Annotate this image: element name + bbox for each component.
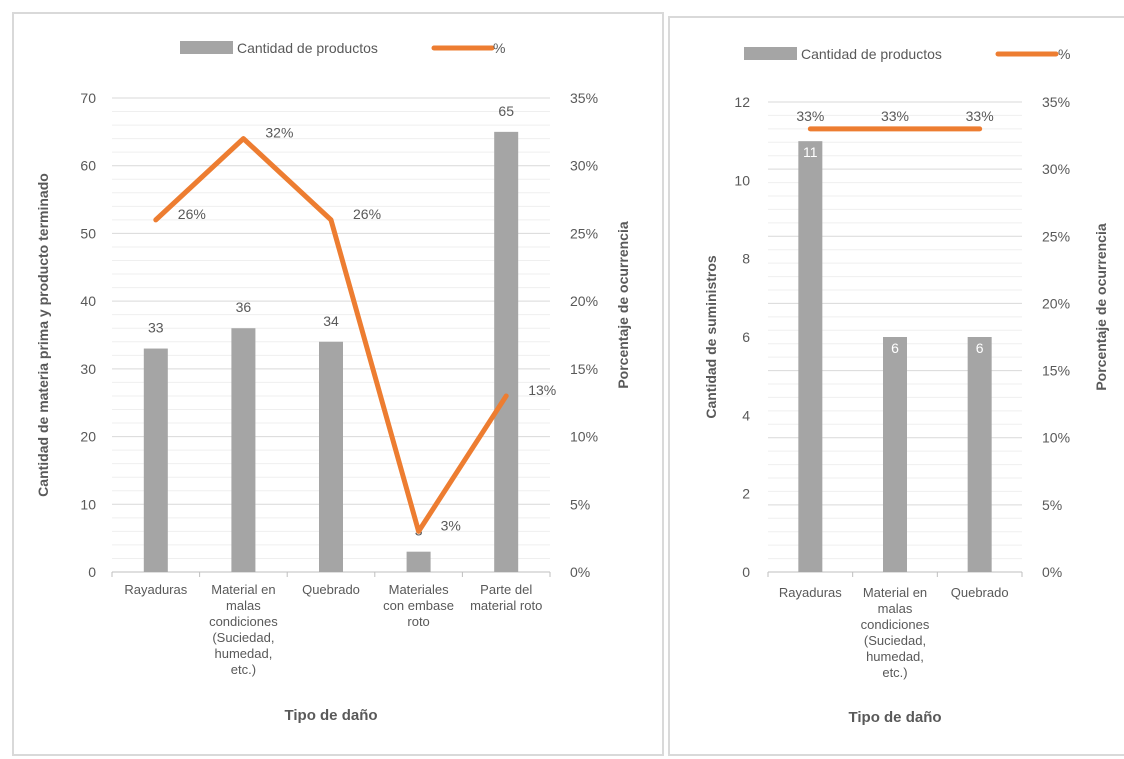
legend-bar-label: Cantidad de productos xyxy=(237,40,378,56)
y2-tick-label: 15% xyxy=(1042,363,1070,379)
y2-tick-label: 0% xyxy=(570,564,590,580)
x-tick-label: Quebrado xyxy=(951,585,1009,600)
x-tick-label: Material en malas condiciones (Suciedad, hum… xyxy=(209,582,278,677)
bar-data-label: 65 xyxy=(498,103,514,119)
line-data-label: 3% xyxy=(441,517,461,533)
legend-bar-swatch xyxy=(180,41,233,54)
x-tick-label: Material en malas condiciones (Suciedad, hum… xyxy=(861,585,930,680)
y-axis-title: Cantidad de materia prima y producto ter… xyxy=(35,173,51,497)
y-tick-label: 20 xyxy=(80,429,96,445)
y2-tick-label: 5% xyxy=(1042,497,1062,513)
chart-damage-supplies: 0 2 4 6 8 10 12 0% 5% 10% 15% 20% 25% 30% 35% 11 6 6 33% 33… xyxy=(703,46,1109,726)
y2-tick-label: 10% xyxy=(570,429,598,445)
y-tick-label: 12 xyxy=(734,94,750,110)
legend-line-label: % xyxy=(1058,46,1070,62)
line-data-label: 13% xyxy=(528,382,556,398)
y2-tick-label: 15% xyxy=(570,361,598,377)
line-data-label: 33% xyxy=(966,108,994,124)
bar-data-label: 33 xyxy=(148,320,164,336)
bar xyxy=(494,131,519,572)
x-axis-title: Tipo de daño xyxy=(848,709,941,726)
x-tick-label: Materiales con embase roto xyxy=(383,582,454,629)
x-tick-label: Rayaduras xyxy=(779,585,842,600)
bar xyxy=(319,341,343,572)
line-data-label: 26% xyxy=(353,206,381,222)
bar-data-label: 6 xyxy=(976,340,984,356)
bar-data-label: 36 xyxy=(236,299,252,315)
y2-tick-label: 35% xyxy=(570,90,598,106)
bar-data-label: 11 xyxy=(803,144,818,160)
y-tick-label: 60 xyxy=(80,158,96,174)
y2-axis-title: Porcentaje de ocurrencia xyxy=(1093,223,1109,391)
bar xyxy=(883,337,907,572)
percent-line xyxy=(153,136,509,534)
line-data-label: 26% xyxy=(178,206,206,222)
y-tick-label: 50 xyxy=(80,225,96,241)
legend: Cantidad de productos% xyxy=(180,40,505,56)
y2-tick-label: 0% xyxy=(1042,564,1062,580)
x-tick-label: Quebrado xyxy=(302,582,360,597)
y-tick-label: 10 xyxy=(80,496,96,512)
y2-tick-label: 25% xyxy=(1042,228,1070,244)
y-tick-label: 2 xyxy=(742,486,750,502)
legend-line-label: % xyxy=(493,40,505,56)
chart-panel-damage-supplies: 0 2 4 6 8 10 12 0% 5% 10% 15% 20% 25% 30% 35% 11 6 6 33% 33… xyxy=(668,16,1124,756)
y-tick-label: 0 xyxy=(742,564,750,580)
y2-tick-label: 35% xyxy=(1042,94,1070,110)
bar xyxy=(143,348,168,572)
bar xyxy=(798,141,823,572)
line-data-label: 33% xyxy=(881,108,909,124)
bar xyxy=(231,328,256,572)
y-tick-label: 40 xyxy=(80,293,96,309)
y-tick-label: 4 xyxy=(742,407,750,423)
legend-bar-swatch xyxy=(744,47,797,60)
x-tick-label: Parte del material roto xyxy=(470,582,542,613)
x-axis-title: Tipo de daño xyxy=(284,707,377,724)
chart-damage-products: 0 10 20 30 40 50 60 70 0% 5% 10% 15% 20% 25% 30% 35% 33 3… xyxy=(35,40,631,724)
y-tick-label: 10 xyxy=(734,172,750,188)
y2-tick-label: 30% xyxy=(1042,161,1070,177)
bar-data-label: 6 xyxy=(891,340,899,356)
y2-tick-label: 20% xyxy=(570,293,598,309)
y-axis-title: Cantidad de suministros xyxy=(703,255,719,419)
y2-tick-label: 5% xyxy=(570,496,590,512)
line-data-label: 33% xyxy=(796,108,824,124)
y-tick-label: 70 xyxy=(80,90,96,106)
bar xyxy=(406,551,431,572)
y-tick-label: 8 xyxy=(742,251,750,267)
y2-tick-label: 30% xyxy=(570,158,598,174)
bar-data-label: 34 xyxy=(323,313,339,329)
y2-tick-label: 10% xyxy=(1042,430,1070,446)
bar xyxy=(967,337,992,572)
y-tick-label: 30 xyxy=(80,361,96,377)
y2-tick-label: 20% xyxy=(1042,295,1070,311)
y-tick-label: 6 xyxy=(742,329,750,345)
y2-tick-label: 25% xyxy=(570,225,598,241)
y2-axis-title: Porcentaje de ocurrencia xyxy=(615,221,631,389)
y-tick-label: 0 xyxy=(88,564,96,580)
line-data-label: 32% xyxy=(265,125,293,141)
panel-gap xyxy=(664,0,668,756)
legend: Cantidad de productos% xyxy=(744,46,1070,62)
legend-bar-label: Cantidad de productos xyxy=(801,46,942,62)
x-tick-label: Rayaduras xyxy=(124,582,187,597)
chart-panel-damage-products: 0 10 20 30 40 50 60 70 0% 5% 10% 15% 20% 25% 30% 35% 33 3… xyxy=(12,12,664,756)
